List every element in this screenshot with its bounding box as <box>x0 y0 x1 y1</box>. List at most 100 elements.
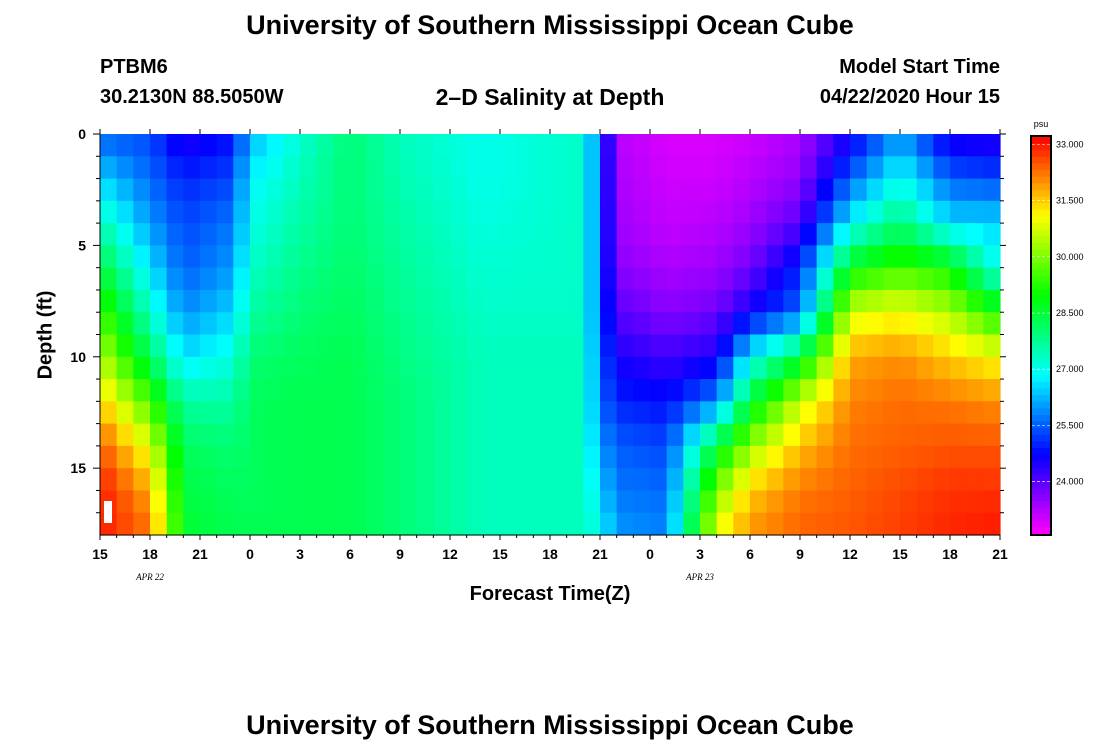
heatmap-cell <box>300 200 318 224</box>
heatmap-cell <box>116 200 134 224</box>
heatmap-cell <box>433 267 451 291</box>
heatmap-cell <box>300 379 318 402</box>
heatmap-cell <box>150 134 168 157</box>
heatmap-cell <box>400 445 418 469</box>
heatmap-cell <box>383 245 401 269</box>
heatmap-cell <box>516 289 534 313</box>
heatmap-cell <box>433 445 451 469</box>
heatmap-cell <box>100 356 118 380</box>
colorbar-band <box>1032 388 1050 396</box>
heatmap-cell <box>433 200 451 224</box>
heatmap-cell <box>850 156 868 180</box>
heatmap-cell <box>516 468 534 492</box>
heatmap-cell <box>516 401 534 425</box>
heatmap-cell <box>550 134 568 157</box>
heatmap-cell <box>650 312 668 336</box>
heatmap-cell <box>550 289 568 313</box>
heatmap-cell <box>216 334 234 358</box>
heatmap-cell <box>933 223 951 246</box>
heatmap-cell <box>350 468 368 492</box>
heatmap-cell <box>466 200 484 224</box>
heatmap-cell <box>366 200 384 224</box>
heatmap-cell <box>416 445 434 469</box>
heatmap-cell <box>500 200 518 224</box>
colorbar-band <box>1032 348 1050 356</box>
heatmap-cell <box>766 200 784 224</box>
heatmap-cell <box>883 289 901 313</box>
heatmap-cell <box>600 178 618 202</box>
heatmap-cell <box>550 401 568 425</box>
heatmap-cell <box>700 490 718 514</box>
heatmap-cell <box>666 379 684 402</box>
x-tick-label: 3 <box>296 546 304 562</box>
heatmap-cell <box>166 379 184 402</box>
colorbar-band <box>1032 322 1050 330</box>
heatmap-cell <box>833 289 851 313</box>
heatmap-cell <box>733 379 751 402</box>
heatmap-cell <box>800 267 818 291</box>
heatmap-cell <box>883 423 901 447</box>
heatmap-cell <box>633 178 651 202</box>
heatmap-cell <box>616 134 634 157</box>
heatmap-cell <box>833 178 851 202</box>
colorbar-band <box>1032 401 1050 409</box>
heatmap-cell <box>766 156 784 180</box>
heatmap-cell <box>966 356 984 380</box>
heatmap-cell <box>750 379 768 402</box>
heatmap-cell <box>666 468 684 492</box>
heatmap-cell <box>516 334 534 358</box>
heatmap-cell <box>516 490 534 514</box>
heatmap-cell <box>400 334 418 358</box>
heatmap-cell <box>900 245 918 269</box>
heatmap-cell <box>883 512 901 536</box>
heatmap-cell <box>283 178 301 202</box>
heatmap-cell <box>983 445 1001 469</box>
heatmap-cell <box>750 267 768 291</box>
heatmap-cell <box>966 200 984 224</box>
heatmap-cell <box>650 223 668 246</box>
heatmap-cell <box>233 289 251 313</box>
heatmap-cell <box>316 312 334 336</box>
heatmap-cell <box>300 289 318 313</box>
heatmap-cell <box>366 356 384 380</box>
heatmap-cell <box>800 445 818 469</box>
heatmap-cell <box>316 445 334 469</box>
heatmap-cell <box>183 223 201 246</box>
heatmap-cell <box>100 223 118 246</box>
heatmap-cell <box>216 134 234 157</box>
heatmap-cell <box>900 356 918 380</box>
heatmap-cell <box>150 178 168 202</box>
heatmap-cell <box>883 200 901 224</box>
heatmap-cell <box>733 356 751 380</box>
heatmap-cell <box>800 379 818 402</box>
heatmap-cell <box>416 178 434 202</box>
heatmap-cell <box>100 379 118 402</box>
heatmap-cell <box>216 245 234 269</box>
heatmap-cell <box>133 289 151 313</box>
colorbar-band <box>1032 361 1050 370</box>
heatmap-cell <box>916 289 934 313</box>
heatmap-cell <box>950 245 968 269</box>
heatmap-cell <box>466 512 484 536</box>
heatmap-cell <box>916 245 934 269</box>
heatmap-cell <box>583 178 601 202</box>
heatmap-cell <box>533 267 551 291</box>
heatmap-cell <box>233 245 251 269</box>
heatmap-cell <box>533 423 551 447</box>
heatmap-cell <box>366 512 384 536</box>
heatmap-cell <box>183 134 201 157</box>
heatmap-cell <box>683 490 701 514</box>
heatmap-cell <box>283 245 301 269</box>
heatmap-cell <box>233 134 251 157</box>
heatmap-cell <box>966 423 984 447</box>
heatmap-cell <box>500 156 518 180</box>
heatmap-cell <box>833 401 851 425</box>
heatmap-cell <box>700 401 718 425</box>
x-tick-label: 0 <box>646 546 654 562</box>
heatmap-cell <box>650 289 668 313</box>
heatmap-cell <box>483 468 501 492</box>
heatmap-cell <box>100 312 118 336</box>
heatmap-cell <box>516 245 534 269</box>
heatmap-cell <box>466 267 484 291</box>
heatmap-cell <box>116 134 134 157</box>
